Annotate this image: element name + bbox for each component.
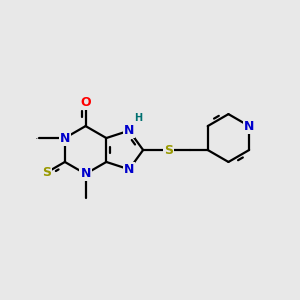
Text: H: H <box>135 113 143 123</box>
Text: N: N <box>124 163 134 176</box>
Text: N: N <box>244 120 254 133</box>
Text: N: N <box>80 167 91 180</box>
Text: O: O <box>80 96 91 109</box>
Text: N: N <box>124 124 134 137</box>
Text: N: N <box>60 131 70 145</box>
Text: S: S <box>42 166 51 179</box>
Text: methyl: methyl <box>36 137 41 139</box>
Text: S: S <box>164 143 173 157</box>
